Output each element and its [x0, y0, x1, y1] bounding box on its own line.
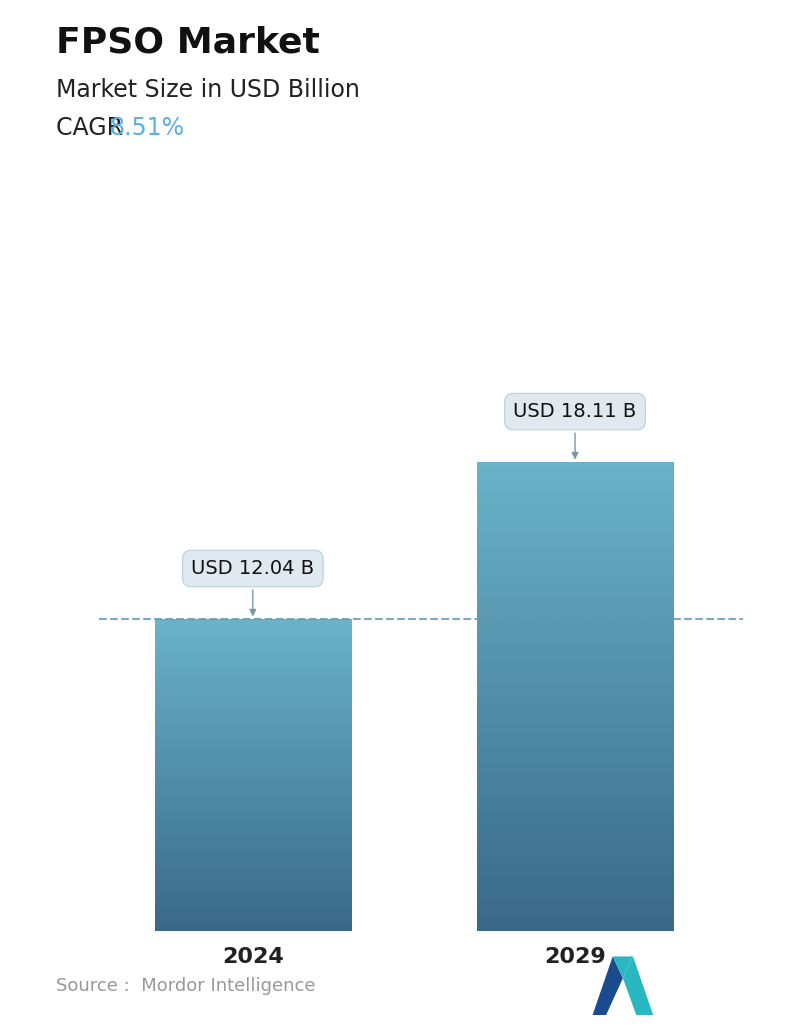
Text: USD 18.11 B: USD 18.11 B — [513, 402, 637, 458]
Polygon shape — [613, 956, 633, 978]
Text: USD 12.04 B: USD 12.04 B — [191, 559, 314, 615]
Polygon shape — [622, 956, 654, 1015]
Text: FPSO Market: FPSO Market — [56, 26, 320, 60]
Text: Market Size in USD Billion: Market Size in USD Billion — [56, 78, 360, 101]
Text: Source :  Mordor Intelligence: Source : Mordor Intelligence — [56, 977, 315, 995]
Text: 8.51%: 8.51% — [109, 116, 184, 140]
Text: CAGR: CAGR — [56, 116, 131, 140]
Polygon shape — [592, 956, 622, 1015]
